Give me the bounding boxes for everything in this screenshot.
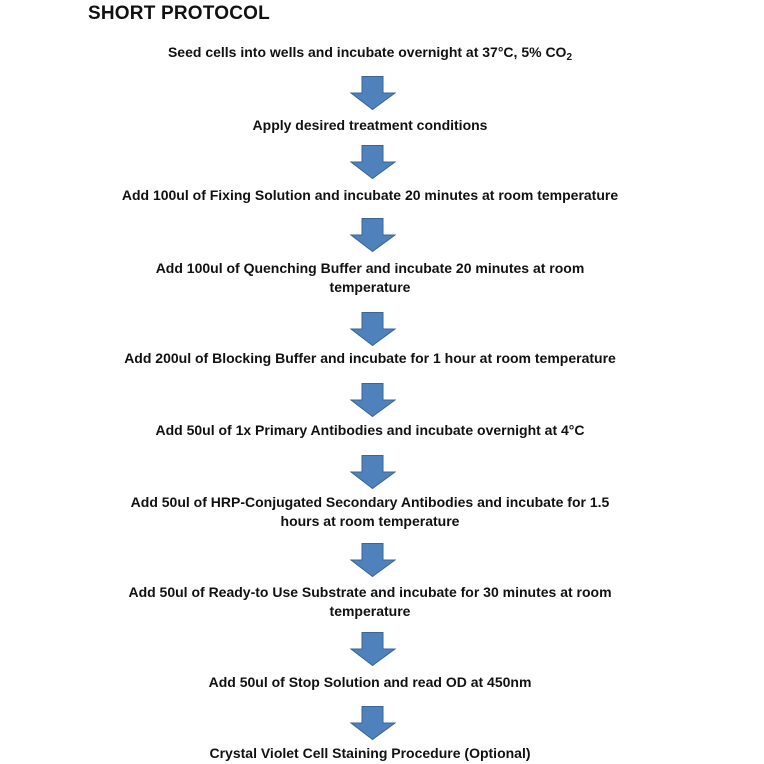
down-arrow-icon bbox=[349, 543, 397, 578]
step-text: Add 100ul of Quenching Buffer and incuba… bbox=[70, 259, 670, 278]
step-text: Apply desired treatment conditions bbox=[70, 116, 670, 135]
step-text: Add 50ul of Stop Solution and read OD at… bbox=[70, 673, 670, 692]
step-text-line2: temperature bbox=[329, 603, 411, 619]
down-arrow-icon bbox=[349, 312, 397, 347]
step-text-line2: hours at room temperature bbox=[280, 513, 460, 529]
step-text-line1: Apply desired treatment conditions bbox=[252, 117, 488, 133]
step-text: Add 50ul of Ready-to Use Substrate and i… bbox=[70, 583, 670, 602]
protocol-step: Seed cells into wells and incubate overn… bbox=[70, 43, 670, 63]
step-text-line1: Add 200ul of Blocking Buffer and incubat… bbox=[124, 350, 616, 366]
step-text: Add 100ul of Fixing Solution and incubat… bbox=[70, 186, 670, 205]
subscript: 2 bbox=[566, 52, 573, 63]
step-text-line1: Add 50ul of Ready-to Use Substrate and i… bbox=[128, 584, 612, 600]
down-arrow-icon bbox=[349, 218, 397, 253]
protocol-step: Add 50ul of HRP-Conjugated Secondary Ant… bbox=[70, 493, 670, 531]
page-title: SHORT PROTOCOL bbox=[88, 3, 270, 24]
step-text: Crystal Violet Cell Staining Procedure (… bbox=[70, 744, 670, 763]
protocol-step: Add 100ul of Fixing Solution and incubat… bbox=[70, 186, 670, 205]
down-arrow-icon bbox=[349, 632, 397, 667]
step-text: Add 50ul of 1x Primary Antibodies and in… bbox=[70, 421, 670, 440]
step-text: Add 50ul of HRP-Conjugated Secondary Ant… bbox=[70, 493, 670, 512]
step-text: Add 200ul of Blocking Buffer and incubat… bbox=[70, 349, 670, 368]
protocol-step: Add 100ul of Quenching Buffer and incuba… bbox=[70, 259, 670, 297]
protocol-step: Crystal Violet Cell Staining Procedure (… bbox=[70, 744, 670, 763]
protocol-step: Add 50ul of Ready-to Use Substrate and i… bbox=[70, 583, 670, 621]
step-text: Seed cells into wells and incubate overn… bbox=[70, 43, 670, 63]
protocol-step: Add 50ul of Stop Solution and read OD at… bbox=[70, 673, 670, 692]
down-arrow-icon bbox=[349, 145, 397, 180]
protocol-step: Apply desired treatment conditions bbox=[70, 116, 670, 135]
down-arrow-icon bbox=[349, 706, 397, 741]
step-text-line1: Add 50ul of 1x Primary Antibodies and in… bbox=[155, 422, 585, 438]
step-text-line1: Add 100ul of Fixing Solution and incubat… bbox=[121, 187, 619, 203]
down-arrow-icon bbox=[349, 76, 397, 111]
down-arrow-icon bbox=[349, 455, 397, 490]
step-text-line1: Seed cells into wells and incubate overn… bbox=[167, 44, 567, 60]
step-text-line2: temperature bbox=[329, 279, 411, 295]
protocol-step: Add 50ul of 1x Primary Antibodies and in… bbox=[70, 421, 670, 440]
down-arrow-icon bbox=[349, 383, 397, 418]
step-text-line1: Add 50ul of HRP-Conjugated Secondary Ant… bbox=[130, 494, 610, 510]
step-text-line1: Add 50ul of Stop Solution and read OD at… bbox=[208, 674, 532, 690]
step-text-line1: Crystal Violet Cell Staining Procedure (… bbox=[209, 745, 531, 761]
step-text-line1: Add 100ul of Quenching Buffer and incuba… bbox=[155, 260, 585, 276]
protocol-step: Add 200ul of Blocking Buffer and incubat… bbox=[70, 349, 670, 368]
